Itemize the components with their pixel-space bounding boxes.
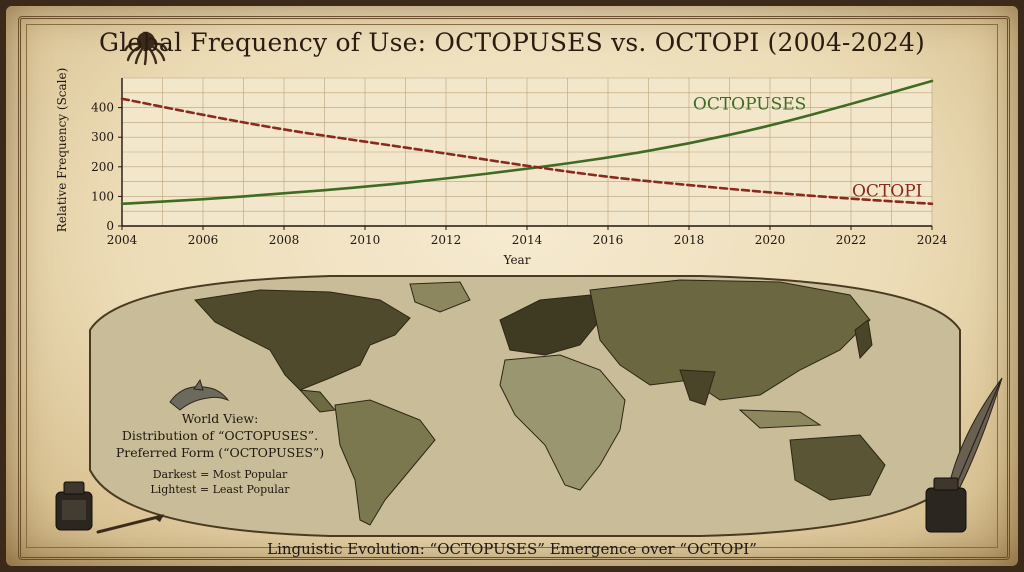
chart-axes: 0 100 200 300 400 2004 2006 2008 2010 2012 2014 201… <box>91 78 948 247</box>
map-indonesia <box>738 409 822 429</box>
octopus-icon <box>124 32 168 66</box>
map-europe <box>499 294 601 356</box>
x-tick-label: 2012 <box>431 233 462 247</box>
inkwell-icon <box>55 481 93 531</box>
x-tick-label: 2006 <box>188 233 219 247</box>
legend-key-line: Lightest = Least Popular <box>150 483 290 496</box>
y-tick-label: 300 <box>91 130 114 144</box>
series-line-octopi <box>120 97 934 206</box>
x-tick-label: 2020 <box>755 233 786 247</box>
map-south-america <box>334 399 436 526</box>
quill-icon <box>96 514 164 534</box>
x-tick-label: 2016 <box>593 233 624 247</box>
map-asia <box>589 279 871 401</box>
footer-caption: Linguistic Evolution: “OCTOPUSES” Emerge… <box>267 540 757 558</box>
x-tick-label: 2004 <box>107 233 138 247</box>
ornate-frame <box>18 16 1010 560</box>
map-legend-key: Darkest = Most Popular Lightest = Least … <box>110 467 330 497</box>
x-tick-label: 2010 <box>350 233 381 247</box>
dolphin-icon <box>169 378 230 411</box>
map-australia <box>789 434 886 501</box>
y-axis-title: Relative Frequency (Scale) <box>55 68 69 233</box>
map-africa <box>499 354 626 491</box>
map-landmasses <box>194 279 886 526</box>
legend-key-line: Darkest = Most Popular <box>152 468 288 481</box>
x-tick-label: 2018 <box>674 233 705 247</box>
map-japan <box>854 319 873 360</box>
map-legend-title: World View: Distribution of “OCTOPUSES”.… <box>110 410 330 461</box>
x-tick-label: 2024 <box>917 233 948 247</box>
map-india <box>679 369 716 406</box>
chart-series: OCTOPUSES OCTOPI <box>120 79 934 206</box>
map-north-america <box>194 289 411 391</box>
legend-title-line: Preferred Form (“OCTOPUSES”) <box>115 445 325 460</box>
map-central-america <box>298 389 336 413</box>
inner-frame <box>26 24 998 548</box>
y-tick-label: 400 <box>91 101 114 115</box>
x-tick-label: 2014 <box>512 233 543 247</box>
legend-title-line: Distribution of “OCTOPUSES”. <box>121 428 319 443</box>
y-tick-label: 0 <box>106 219 114 233</box>
feather-inkwell-icon <box>925 377 1003 533</box>
x-axis-title: Year <box>503 253 531 267</box>
x-tick-label: 2008 <box>269 233 300 247</box>
series-label-octopuses: OCTOPUSES <box>693 95 806 115</box>
series-label-octopi: OCTOPI <box>852 181 922 201</box>
series-line-octopuses <box>120 79 934 206</box>
legend-title-line: World View: <box>181 411 259 426</box>
map-greenland <box>409 281 471 313</box>
x-tick-label: 2022 <box>836 233 867 247</box>
chart-grid <box>121 77 933 227</box>
page-title: Global Frequency of Use: OCTOPUSES vs. O… <box>99 28 925 57</box>
y-tick-label: 100 <box>91 189 114 203</box>
y-tick-label: 200 <box>91 160 114 174</box>
